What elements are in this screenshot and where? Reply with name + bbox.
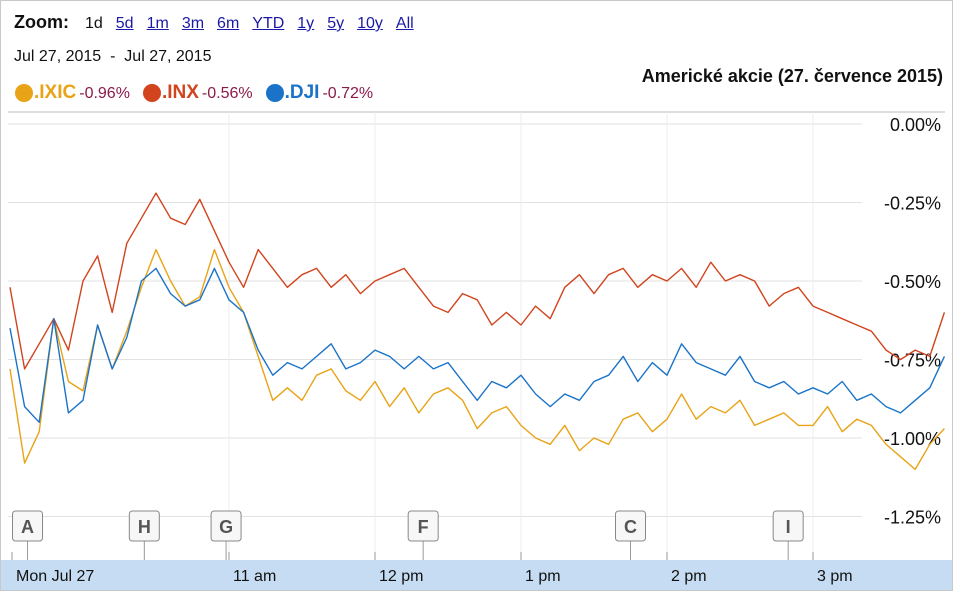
zoom-option-5y[interactable]: 5y [327, 15, 345, 32]
legend-item-ixic[interactable]: .IXIC -0.96% [14, 82, 130, 104]
annotation-flag [407, 510, 439, 542]
annotation-flag [128, 510, 160, 542]
legend-dot-ixic [15, 84, 33, 102]
annotation-flag-label: A [21, 517, 34, 537]
annotation-flag [615, 510, 646, 542]
annotation-flag-label: H [138, 517, 151, 537]
zoom-option-ytd[interactable]: YTD [252, 15, 285, 32]
x-tick-label: 11 am [233, 568, 276, 585]
x-tick-label: 3 pm [817, 568, 853, 585]
y-tick-label: -0.50% [884, 272, 941, 292]
annotation-flag-label: C [624, 517, 637, 537]
chart-title: Americké akcie (27. července 2015) [641, 66, 943, 86]
zoom-option-6m[interactable]: 6m [217, 15, 240, 32]
legend-change-ixic: -0.96% [79, 85, 130, 102]
zoom-option-3m[interactable]: 3m [181, 15, 205, 32]
zoom-option-all[interactable]: All [395, 15, 414, 32]
series-line-dji [9, 267, 946, 423]
legend-dot-inx [142, 84, 161, 102]
x-tick-label: 1 pm [525, 568, 561, 585]
annotation-flag [772, 510, 804, 542]
y-tick-label: -0.25% [884, 194, 941, 214]
legend-item-inx[interactable]: .INX -0.56% [142, 82, 253, 104]
legend-change-dji: -0.72% [322, 85, 374, 102]
legend-change-inx: -0.56% [201, 85, 253, 102]
annotation-flag [12, 510, 44, 542]
zoom-option-1m[interactable]: 1m [146, 15, 169, 32]
legend-name-dji: .DJI [284, 82, 320, 103]
x-tick-label: Mon Jul 27 [16, 568, 94, 585]
x-tick-label: 12 pm [379, 568, 423, 585]
legend: .IXIC -0.96% .INX -0.56% .DJI -0.72% [14, 82, 385, 104]
annotation-flag-label: F [418, 517, 429, 537]
zoom-bar: Zoom: 1d 5d 1m 3m 6m YTD 1y 5y 10y All [14, 12, 427, 36]
zoom-option-5d[interactable]: 5d [115, 15, 134, 32]
legend-item-dji[interactable]: .DJI -0.72% [265, 82, 374, 104]
zoom-label: Zoom: [14, 12, 69, 32]
date-range: Jul 27, 2015 - Jul 27, 2015 [14, 48, 212, 65]
legend-name-inx: .INX [161, 82, 199, 103]
series-line-inx [9, 192, 946, 370]
legend-name-ixic: .IXIC [34, 82, 77, 103]
series-line-ixic [9, 248, 945, 471]
x-axis-band [1, 560, 952, 590]
zoom-option-1y[interactable]: 1y [297, 15, 315, 32]
x-tick-label: 2 pm [671, 568, 707, 585]
y-tick-label: -1.00% [884, 429, 941, 449]
zoom-option-10y[interactable]: 10y [357, 15, 383, 32]
legend-dot-dji [265, 84, 284, 102]
annotation-flag-label: G [219, 517, 233, 537]
zoom-option-1d[interactable]: 1d [84, 15, 103, 32]
annotation-flag-label: I [786, 517, 791, 537]
annotation-flag [210, 510, 242, 542]
y-tick-label: -1.25% [884, 508, 941, 528]
y-tick-label: 0.00% [890, 115, 941, 135]
